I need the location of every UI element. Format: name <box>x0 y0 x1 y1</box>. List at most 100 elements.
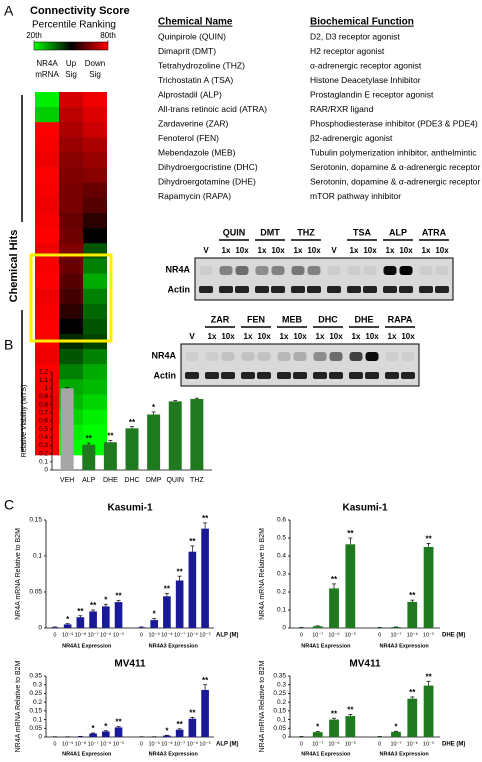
actin-band <box>365 372 379 379</box>
lane-label: 10x <box>293 332 307 341</box>
x-axis-label: ALP (M) <box>216 742 239 748</box>
x-tick-label: 10⁻⁵ <box>199 631 210 638</box>
actin-band <box>347 286 361 293</box>
lane-label: 1x <box>244 332 253 341</box>
heatmap-cell <box>35 303 59 320</box>
significance: ** <box>129 418 136 427</box>
blot-group-label: TSA <box>353 227 372 237</box>
heatmap-cell <box>59 122 83 138</box>
x-tick-label: 10⁻⁶ <box>187 740 198 747</box>
nr4a-band <box>435 266 449 275</box>
blot-group-label: RAPA <box>388 314 413 324</box>
table-cell: Quinpirole (QUIN) <box>158 31 226 41</box>
y-tick-label: 0.6 <box>277 517 286 524</box>
blot-group-label: FEN <box>247 314 265 324</box>
nr4a-band <box>255 266 269 275</box>
y-axis-label: Relative Viability (MTS) <box>21 385 28 458</box>
x-tick-label: 10⁻⁹ <box>148 631 159 638</box>
blot-group-label: ZAR <box>211 314 230 324</box>
bar <box>114 727 123 737</box>
y-axis-label: NR4A mRNA Relative to B2M <box>259 528 266 620</box>
nr4a-band <box>205 352 219 361</box>
x-tick-label: 10⁻⁷ <box>88 740 99 747</box>
heatmap-cell <box>59 197 83 214</box>
significance: * <box>165 726 169 735</box>
blot-group-label: DHC <box>318 314 338 324</box>
y-tick-label: 0.5 <box>39 426 48 433</box>
nr4a-band <box>221 352 235 361</box>
significance: * <box>104 595 108 604</box>
bar <box>168 401 182 470</box>
y-axis-label: NR4A mRNA Relative to B2M <box>15 528 22 620</box>
significance: ** <box>90 601 97 610</box>
significance: ** <box>107 432 114 441</box>
heatmap-cell <box>83 152 107 168</box>
y-tick-label: 0.2 <box>39 450 48 457</box>
x-tick-label: 10⁻⁷ <box>174 740 185 747</box>
table-cell: Serotonin, dopamine & α-adrenergic recep… <box>310 176 482 186</box>
heatmap-cell <box>35 92 59 108</box>
chart-title: Kasumi-1 <box>107 503 152 514</box>
x-tick-label: 0 <box>140 632 143 638</box>
x-tick-label: 10⁻⁷ <box>390 740 401 747</box>
heatmap-cell <box>35 349 59 365</box>
heatmap-cell <box>35 213 59 229</box>
heatmap-cell <box>35 409 59 426</box>
y-axis-label: NR4A mRNA Relative to B2M <box>259 660 266 752</box>
heatmap-cell <box>83 379 107 395</box>
x-tick-label: 0 <box>378 632 381 638</box>
y-tick-label: 0 <box>38 734 42 741</box>
table-cell: Rapamycin (RAPA) <box>158 191 231 201</box>
x-tick-label: 0 <box>300 632 303 638</box>
y-tick-label: 0.3 <box>33 681 42 688</box>
heatmap-cell <box>35 122 59 138</box>
table-cell: Trichostatin A (TSA) <box>158 75 233 85</box>
lane-label: 10x <box>399 246 413 255</box>
x-tick-label: QUIN <box>166 477 184 484</box>
table-cell: mTOR pathway inhibitor <box>310 191 401 201</box>
lane-label: 1x <box>294 246 303 255</box>
nr4a-band <box>347 266 361 275</box>
y-axis-label: NR4A mRNA Relative to B2M <box>15 660 22 752</box>
heatmap-cell <box>83 349 107 365</box>
nr4a-band <box>419 266 433 275</box>
nr4a-band <box>329 352 343 361</box>
nr4a-band <box>385 352 399 361</box>
significance: ** <box>331 709 338 718</box>
actin-band <box>241 372 255 379</box>
bar <box>89 611 97 628</box>
x-tick-label: 10⁻⁶ <box>328 631 339 638</box>
heatmap-column-label: Sig <box>89 70 101 79</box>
group-label: NR4A1 Expression <box>301 751 351 757</box>
heatmap-cell <box>83 364 107 380</box>
table-cell: Zardaverine (ZAR) <box>158 118 229 128</box>
x-axis-label: DHE (M) <box>442 633 465 639</box>
table-header: Chemical Name <box>158 17 233 28</box>
blot-group-label: THZ <box>297 227 315 237</box>
heatmap-cell <box>83 107 107 123</box>
y-tick-label: 0.1 <box>33 716 42 723</box>
table-cell: All-trans retinoic acid (ATRA) <box>158 104 267 114</box>
table-cell: Dihydroergocristine (DHC) <box>158 162 258 172</box>
x-tick-label: 0 <box>53 632 56 638</box>
y-tick-label: 0.35 <box>273 673 286 680</box>
y-tick-label: 0.7 <box>39 410 48 417</box>
y-tick-label: 0.05 <box>273 725 286 732</box>
lane-label: 1x <box>280 332 289 341</box>
actin-band <box>277 372 291 379</box>
heatmap-cell <box>59 273 83 289</box>
actin-band <box>221 372 235 379</box>
heatmap-cell <box>35 318 59 335</box>
x-tick-label: 10⁻⁹ <box>62 740 73 747</box>
scale-tick-label: 20th <box>26 31 42 40</box>
heatmap-cell <box>59 288 83 305</box>
heatmap-column-label: NR4A <box>36 59 58 68</box>
bar <box>103 442 117 470</box>
scale-tick-label: 80th <box>100 31 116 40</box>
heatmap-cell <box>83 288 107 305</box>
x-tick-label: 10⁻⁵ <box>423 631 434 638</box>
significance: ** <box>164 585 171 594</box>
group-label: NR4A1 Expression <box>62 643 112 649</box>
nr4a-band <box>313 352 327 361</box>
y-tick-label: 0 <box>38 625 42 632</box>
